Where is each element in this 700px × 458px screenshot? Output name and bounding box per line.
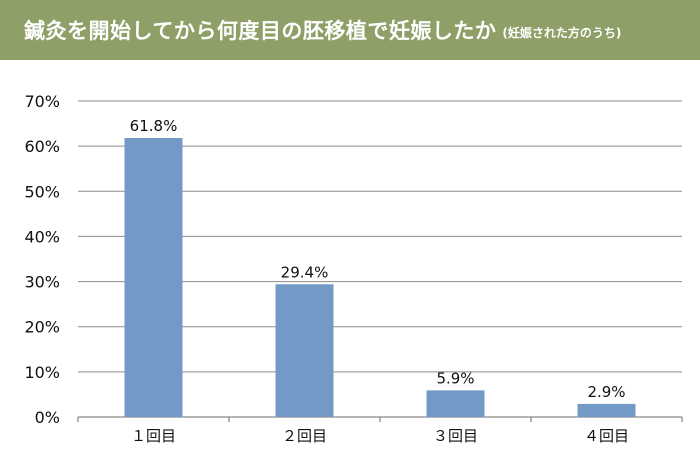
data-label: 29.4% <box>281 263 329 281</box>
y-tick-label: 0% <box>35 408 60 427</box>
y-tick-label: 30% <box>24 273 60 292</box>
chart-title-banner: 鍼灸を開始してから何度目の胚移植で妊娠したか (妊娠された方のうち) <box>0 0 700 60</box>
chart-subtitle: (妊娠された方のうち) <box>502 26 622 40</box>
data-label: 5.9% <box>436 369 474 387</box>
bar-chart: 0% 10% 20% 30% 40% 50% 60% 70% 61.8% １回目 29.4% ２回目 5… <box>24 92 683 445</box>
y-tick-label: 40% <box>24 227 60 246</box>
y-tick-label: 60% <box>24 137 60 156</box>
y-tick-label: 20% <box>24 318 60 337</box>
y-tick-label: 10% <box>24 363 60 382</box>
data-label: 61.8% <box>130 117 178 135</box>
chart-title: 鍼灸を開始してから何度目の胚移植で妊娠したか <box>24 19 497 43</box>
bar <box>124 138 183 417</box>
bar <box>275 284 334 417</box>
y-tick-label: 70% <box>24 92 60 111</box>
bar <box>426 390 485 417</box>
x-category-label: １回目 <box>131 427 176 445</box>
x-category-label: ４回目 <box>584 427 629 445</box>
x-category-label: ３回目 <box>433 427 478 445</box>
x-category-label: ２回目 <box>282 427 327 445</box>
bar <box>577 403 636 417</box>
data-label: 2.9% <box>587 383 625 401</box>
y-tick-label: 50% <box>24 182 60 201</box>
